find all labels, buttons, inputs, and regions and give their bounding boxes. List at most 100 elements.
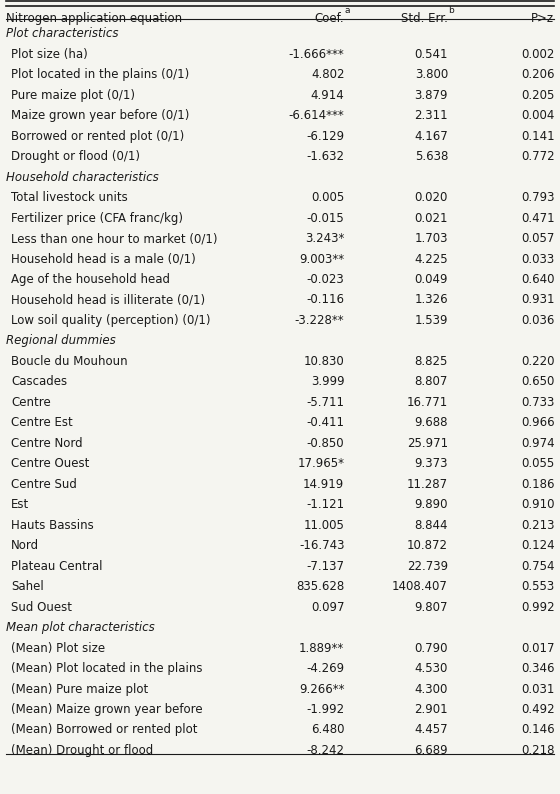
Text: Boucle du Mouhoun: Boucle du Mouhoun xyxy=(11,355,128,368)
Text: Age of the household head: Age of the household head xyxy=(11,273,170,286)
Text: Plot located in the plains (0/1): Plot located in the plains (0/1) xyxy=(11,68,189,81)
Text: 4.530: 4.530 xyxy=(414,662,448,675)
Text: -0.015: -0.015 xyxy=(307,211,344,225)
Text: 4.914: 4.914 xyxy=(311,89,344,102)
Text: 0.218: 0.218 xyxy=(521,744,554,757)
Text: Centre Est: Centre Est xyxy=(11,416,73,430)
Text: Est: Est xyxy=(11,499,30,511)
Text: 1408.407: 1408.407 xyxy=(392,580,448,593)
Text: 0.205: 0.205 xyxy=(521,89,554,102)
Text: Mean plot characteristics: Mean plot characteristics xyxy=(6,621,155,634)
Text: -0.116: -0.116 xyxy=(306,294,344,306)
Text: 0.141: 0.141 xyxy=(521,129,554,143)
Text: 0.966: 0.966 xyxy=(521,416,554,430)
Text: 9.266**: 9.266** xyxy=(299,683,344,696)
Text: 0.005: 0.005 xyxy=(311,191,344,204)
Text: 0.650: 0.650 xyxy=(521,376,554,388)
Text: 3.243*: 3.243* xyxy=(305,232,344,245)
Text: 1.326: 1.326 xyxy=(414,294,448,306)
Text: 11.287: 11.287 xyxy=(407,478,448,491)
Text: 0.002: 0.002 xyxy=(521,48,554,61)
Text: 0.206: 0.206 xyxy=(521,68,554,81)
Text: 0.213: 0.213 xyxy=(521,518,554,532)
Text: Centre Nord: Centre Nord xyxy=(11,437,83,450)
Text: Low soil quality (perception) (0/1): Low soil quality (perception) (0/1) xyxy=(11,314,211,327)
Text: 22.739: 22.739 xyxy=(407,560,448,572)
Text: 0.049: 0.049 xyxy=(414,273,448,286)
Text: 3.999: 3.999 xyxy=(311,376,344,388)
Text: 1.703: 1.703 xyxy=(414,232,448,245)
Text: 0.640: 0.640 xyxy=(521,273,554,286)
Text: Centre Ouest: Centre Ouest xyxy=(11,457,90,470)
Text: 0.036: 0.036 xyxy=(521,314,554,327)
Text: 0.492: 0.492 xyxy=(521,703,554,716)
Text: 3.800: 3.800 xyxy=(415,68,448,81)
Text: 10.872: 10.872 xyxy=(407,539,448,552)
Text: 0.553: 0.553 xyxy=(521,580,554,593)
Text: 0.186: 0.186 xyxy=(521,478,554,491)
Text: Fertilizer price (CFA franc/kg): Fertilizer price (CFA franc/kg) xyxy=(11,211,183,225)
Text: 16.771: 16.771 xyxy=(407,396,448,409)
Text: 1.889**: 1.889** xyxy=(299,642,344,654)
Text: 1.539: 1.539 xyxy=(414,314,448,327)
Text: -4.269: -4.269 xyxy=(306,662,344,675)
Text: 0.021: 0.021 xyxy=(414,211,448,225)
Text: 4.167: 4.167 xyxy=(414,129,448,143)
Text: 0.033: 0.033 xyxy=(521,252,554,265)
Text: 0.097: 0.097 xyxy=(311,600,344,614)
Text: 9.373: 9.373 xyxy=(414,457,448,470)
Text: Regional dummies: Regional dummies xyxy=(6,334,115,348)
Text: 0.793: 0.793 xyxy=(521,191,554,204)
Text: 0.057: 0.057 xyxy=(521,232,554,245)
Text: -1.992: -1.992 xyxy=(306,703,344,716)
Text: 9.688: 9.688 xyxy=(414,416,448,430)
Text: 2.311: 2.311 xyxy=(414,110,448,122)
Text: -1.666***: -1.666*** xyxy=(288,48,344,61)
Text: -16.743: -16.743 xyxy=(299,539,344,552)
Text: -6.129: -6.129 xyxy=(306,129,344,143)
Text: -1.121: -1.121 xyxy=(306,499,344,511)
Text: 9.807: 9.807 xyxy=(414,600,448,614)
Text: 0.974: 0.974 xyxy=(521,437,554,450)
Text: a: a xyxy=(344,6,350,14)
Text: Sud Ouest: Sud Ouest xyxy=(11,600,72,614)
Text: Cascades: Cascades xyxy=(11,376,67,388)
Text: 14.919: 14.919 xyxy=(303,478,344,491)
Text: 835.628: 835.628 xyxy=(296,580,344,593)
Text: 0.733: 0.733 xyxy=(521,396,554,409)
Text: 9.890: 9.890 xyxy=(414,499,448,511)
Text: 3.879: 3.879 xyxy=(414,89,448,102)
Text: (Mean) Drought or flood: (Mean) Drought or flood xyxy=(11,744,153,757)
Text: 0.754: 0.754 xyxy=(521,560,554,572)
Text: 0.031: 0.031 xyxy=(521,683,554,696)
Text: P>z: P>z xyxy=(531,12,554,25)
Text: 9.003**: 9.003** xyxy=(299,252,344,265)
Text: Plateau Central: Plateau Central xyxy=(11,560,102,572)
Text: Plot characteristics: Plot characteristics xyxy=(6,27,118,40)
Text: Plot size (ha): Plot size (ha) xyxy=(11,48,88,61)
Text: Household head is a male (0/1): Household head is a male (0/1) xyxy=(11,252,196,265)
Text: Less than one hour to market (0/1): Less than one hour to market (0/1) xyxy=(11,232,218,245)
Text: 17.965*: 17.965* xyxy=(297,457,344,470)
Text: 4.457: 4.457 xyxy=(414,723,448,737)
Text: -7.137: -7.137 xyxy=(306,560,344,572)
Text: 0.220: 0.220 xyxy=(521,355,554,368)
Text: b: b xyxy=(448,6,454,14)
Text: 0.146: 0.146 xyxy=(521,723,554,737)
Text: -8.242: -8.242 xyxy=(306,744,344,757)
Text: Centre Sud: Centre Sud xyxy=(11,478,77,491)
Text: 4.300: 4.300 xyxy=(414,683,448,696)
Text: 0.017: 0.017 xyxy=(521,642,554,654)
Text: 0.471: 0.471 xyxy=(521,211,554,225)
Text: 0.931: 0.931 xyxy=(521,294,554,306)
Text: Pure maize plot (0/1): Pure maize plot (0/1) xyxy=(11,89,135,102)
Text: 0.772: 0.772 xyxy=(521,150,554,163)
Text: 0.055: 0.055 xyxy=(521,457,554,470)
Text: 10.830: 10.830 xyxy=(304,355,344,368)
Text: 5.638: 5.638 xyxy=(414,150,448,163)
Text: -0.411: -0.411 xyxy=(306,416,344,430)
Text: 8.825: 8.825 xyxy=(414,355,448,368)
Text: 25.971: 25.971 xyxy=(407,437,448,450)
Text: (Mean) Borrowed or rented plot: (Mean) Borrowed or rented plot xyxy=(11,723,198,737)
Text: 8.807: 8.807 xyxy=(414,376,448,388)
